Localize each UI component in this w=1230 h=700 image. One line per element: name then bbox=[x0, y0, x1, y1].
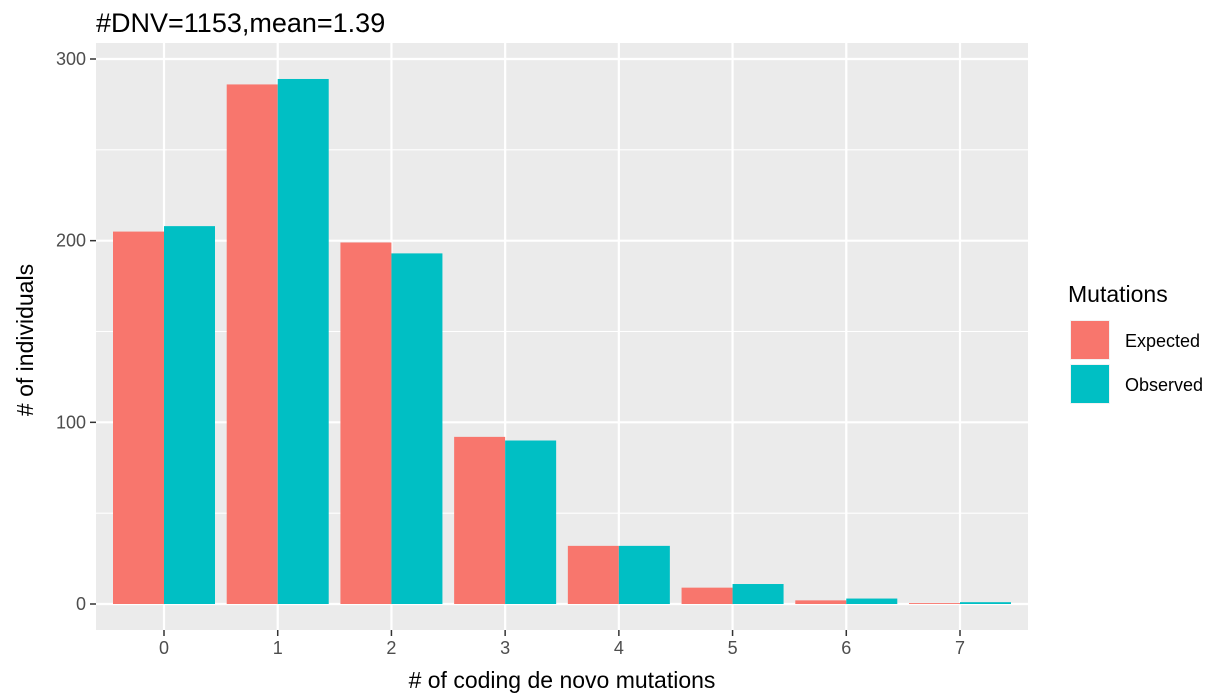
x-tick-label: 6 bbox=[841, 638, 851, 658]
y-tick-label: 200 bbox=[56, 231, 86, 251]
bar-observed-2 bbox=[391, 253, 443, 604]
x-axis-title: # of coding de novo mutations bbox=[409, 667, 716, 693]
bar-expected-0 bbox=[113, 231, 164, 605]
legend-key-observed bbox=[1071, 365, 1109, 403]
y-axis-title: # of individuals bbox=[12, 264, 38, 416]
bar-observed-6 bbox=[846, 598, 898, 604]
x-tick-label: 7 bbox=[955, 638, 965, 658]
x-tick-label: 1 bbox=[273, 638, 283, 658]
bar-observed-3 bbox=[505, 440, 557, 604]
legend-label-expected: Expected bbox=[1125, 331, 1200, 351]
x-tick-label: 0 bbox=[159, 638, 169, 658]
y-tick-label: 0 bbox=[76, 594, 86, 614]
bar-observed-1 bbox=[277, 78, 329, 604]
x-tick-label: 4 bbox=[614, 638, 624, 658]
chart-title: #DNV=1153,mean=1.39 bbox=[96, 8, 385, 38]
legend-title: Mutations bbox=[1068, 281, 1168, 307]
bar-expected-3 bbox=[454, 436, 506, 604]
y-axis: 0 100 200 300 bbox=[56, 49, 96, 614]
bar-expected-6 bbox=[795, 600, 847, 604]
bar-expected-5 bbox=[681, 587, 733, 604]
bars bbox=[113, 78, 1011, 605]
bar-expected-2 bbox=[340, 242, 392, 604]
bar-observed-4 bbox=[618, 545, 670, 604]
y-tick-label: 100 bbox=[56, 412, 86, 432]
bar-expected-1 bbox=[226, 84, 278, 604]
legend: Mutations Expected Observed bbox=[1068, 281, 1203, 404]
y-tick-label: 300 bbox=[56, 49, 86, 69]
legend-key-expected bbox=[1071, 321, 1109, 359]
legend-label-observed: Observed bbox=[1125, 375, 1203, 395]
bar-expected-7 bbox=[909, 603, 960, 604]
x-tick-label: 3 bbox=[500, 638, 510, 658]
bar-observed-0 bbox=[164, 226, 215, 604]
bar-observed-7 bbox=[960, 602, 1011, 604]
x-tick-label: 2 bbox=[386, 638, 396, 658]
x-tick-label: 5 bbox=[728, 638, 738, 658]
x-axis: 0 1 2 3 4 5 6 7 bbox=[159, 630, 965, 658]
bar-observed-5 bbox=[732, 584, 784, 604]
bar-expected-4 bbox=[567, 545, 619, 604]
